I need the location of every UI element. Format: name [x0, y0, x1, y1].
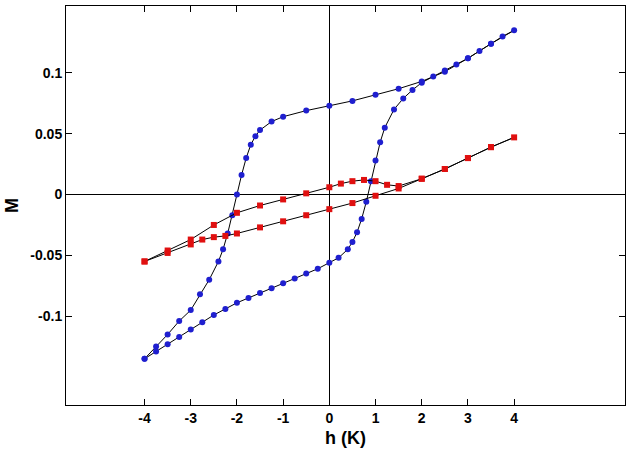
svg-text:h (K): h (K): [325, 428, 366, 448]
svg-text:-2: -2: [231, 410, 244, 426]
svg-text:-0.05: -0.05: [30, 247, 62, 263]
svg-text:-0.1: -0.1: [38, 308, 62, 324]
svg-text:-4: -4: [138, 410, 151, 426]
svg-text:0.05: 0.05: [35, 126, 62, 142]
svg-text:3: 3: [464, 410, 472, 426]
svg-text:0: 0: [54, 186, 62, 202]
svg-text:M: M: [2, 198, 22, 213]
svg-text:4: 4: [510, 410, 518, 426]
svg-text:-1: -1: [277, 410, 290, 426]
svg-text:1: 1: [372, 410, 380, 426]
svg-text:0.1: 0.1: [43, 65, 63, 81]
svg-text:-3: -3: [185, 410, 198, 426]
svg-text:2: 2: [418, 410, 426, 426]
svg-text:0: 0: [325, 410, 333, 426]
